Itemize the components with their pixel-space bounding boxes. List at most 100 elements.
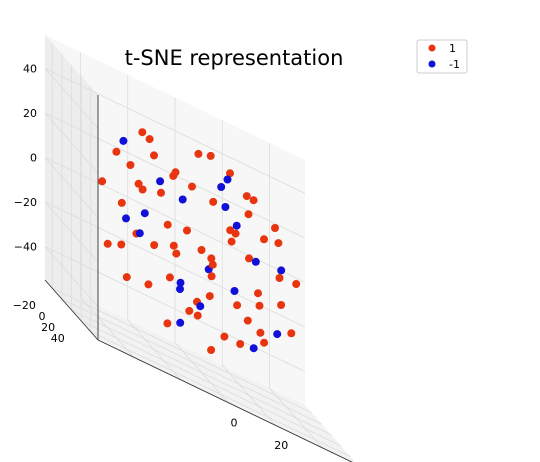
scatter-point-1 [220, 332, 229, 341]
x-axis-line [97, 339, 353, 462]
scatter-point-1 [243, 316, 252, 325]
legend-label--1: -1 [449, 58, 460, 71]
grid-line-x-floor [269, 387, 323, 449]
scatter-point-1 [134, 179, 143, 188]
scatter-point-1 [112, 147, 121, 156]
scatter-point-1 [249, 196, 258, 205]
scatter-point-1 [103, 239, 112, 248]
scatter-point-1 [117, 240, 126, 249]
scatter-point--1 [176, 318, 185, 327]
scatter-point-1 [169, 241, 178, 250]
scatter-point--1 [178, 195, 187, 204]
scatter-point-1 [145, 135, 154, 144]
z-tick-label: 0 [30, 152, 37, 165]
scatter-point--1 [119, 136, 128, 145]
scatter-point--1 [221, 203, 230, 211]
scatter-point-1 [194, 149, 203, 158]
legend-marker--1 [428, 60, 436, 68]
grid-line-y-floor [80, 320, 342, 447]
scatter-point-1 [260, 338, 269, 347]
scatter-point--1 [176, 278, 185, 287]
scatter-point-1 [236, 340, 245, 348]
scatter-point-1 [287, 329, 296, 338]
x-tick-label: 0 [231, 417, 238, 430]
scatter-point-1 [244, 210, 253, 219]
scatter-point-1 [171, 168, 180, 177]
z-tick-label: 40 [23, 62, 37, 75]
scatter-point--1 [135, 229, 144, 238]
scatter-point-1 [144, 280, 153, 289]
scatter-point-1 [197, 246, 206, 254]
scatter-point-1 [255, 301, 264, 310]
y-tick-label: −20 [13, 299, 36, 312]
scatter-point-1 [165, 273, 174, 282]
scatter-point-1 [193, 311, 202, 320]
scatter-point-1 [207, 346, 216, 354]
scatter-point-1 [277, 301, 286, 309]
grid-line-z-left [44, 112, 99, 174]
scatter-point-1 [209, 197, 218, 206]
scatter-point-1 [205, 292, 214, 301]
scatter-point-1 [98, 177, 107, 186]
z-tick-label: 20 [23, 107, 37, 120]
scatter-point--1 [122, 214, 130, 223]
scatter-point-1 [227, 237, 236, 246]
scatter-point-1 [231, 229, 240, 238]
scatter-points [98, 128, 301, 354]
legend: 1 -1 [416, 39, 468, 74]
scatter-point-1 [275, 274, 284, 282]
scatter-point-1 [163, 319, 172, 328]
scatter-point--1 [277, 266, 286, 275]
scatter-point-1 [206, 151, 215, 160]
scatter-point-1 [138, 185, 147, 194]
z-tick-label: −20 [14, 196, 37, 209]
chart-title: t-SNE representation [125, 46, 344, 70]
scatter-point-1 [271, 224, 279, 232]
scatter-point--1 [223, 175, 232, 184]
scatter-point-1 [207, 272, 216, 281]
scatter-point-1 [126, 161, 135, 169]
grid-line-z-left [44, 68, 99, 129]
scatter-point-1 [157, 188, 165, 197]
grid-line-z-left [44, 157, 99, 218]
scatter-point--1 [217, 183, 226, 191]
z-tick-label: −40 [14, 241, 37, 254]
scatter-point-1 [207, 254, 216, 263]
scatter-point--1 [196, 302, 205, 311]
scatter-point-1 [163, 220, 172, 229]
y-tick-label: 0 [39, 310, 46, 323]
x-tick-label: 20 [274, 439, 288, 452]
scatter-point-1 [254, 289, 262, 298]
legend-label-1: 1 [449, 42, 456, 55]
scatter-point-1 [117, 198, 126, 207]
scatter-point-1 [138, 128, 147, 137]
scatter-point-1 [226, 169, 234, 178]
legend-marker-1 [428, 44, 436, 52]
scatter-point-1 [150, 151, 158, 160]
axis-lines [44, 95, 353, 462]
scatter-point-1 [183, 226, 191, 235]
scatter-point--1 [140, 209, 149, 218]
scatter-point-1 [172, 249, 181, 258]
scatter-point-1 [185, 306, 194, 315]
y-tick-label: 40 [51, 332, 65, 345]
grid-line-z-back [44, 157, 306, 283]
scatter-point--1 [156, 177, 165, 186]
scatter-point-1 [208, 260, 217, 269]
scatter-point-1 [256, 328, 265, 337]
scatter-point-1 [245, 254, 253, 263]
y-tick-label: 20 [41, 321, 55, 334]
scatter-point--1 [232, 221, 241, 230]
scatter-point-1 [188, 182, 196, 191]
scatter-point-1 [260, 235, 268, 244]
y-axis-line [44, 279, 99, 341]
scatter-point-1 [150, 241, 159, 250]
scatter-point-1 [274, 239, 283, 248]
grid-line-y-floor [71, 309, 332, 436]
scatter-point-1 [242, 192, 251, 201]
grid-line-y-floor [90, 331, 351, 458]
scatter-point--1 [176, 285, 184, 294]
scatter-point-1 [292, 280, 301, 288]
